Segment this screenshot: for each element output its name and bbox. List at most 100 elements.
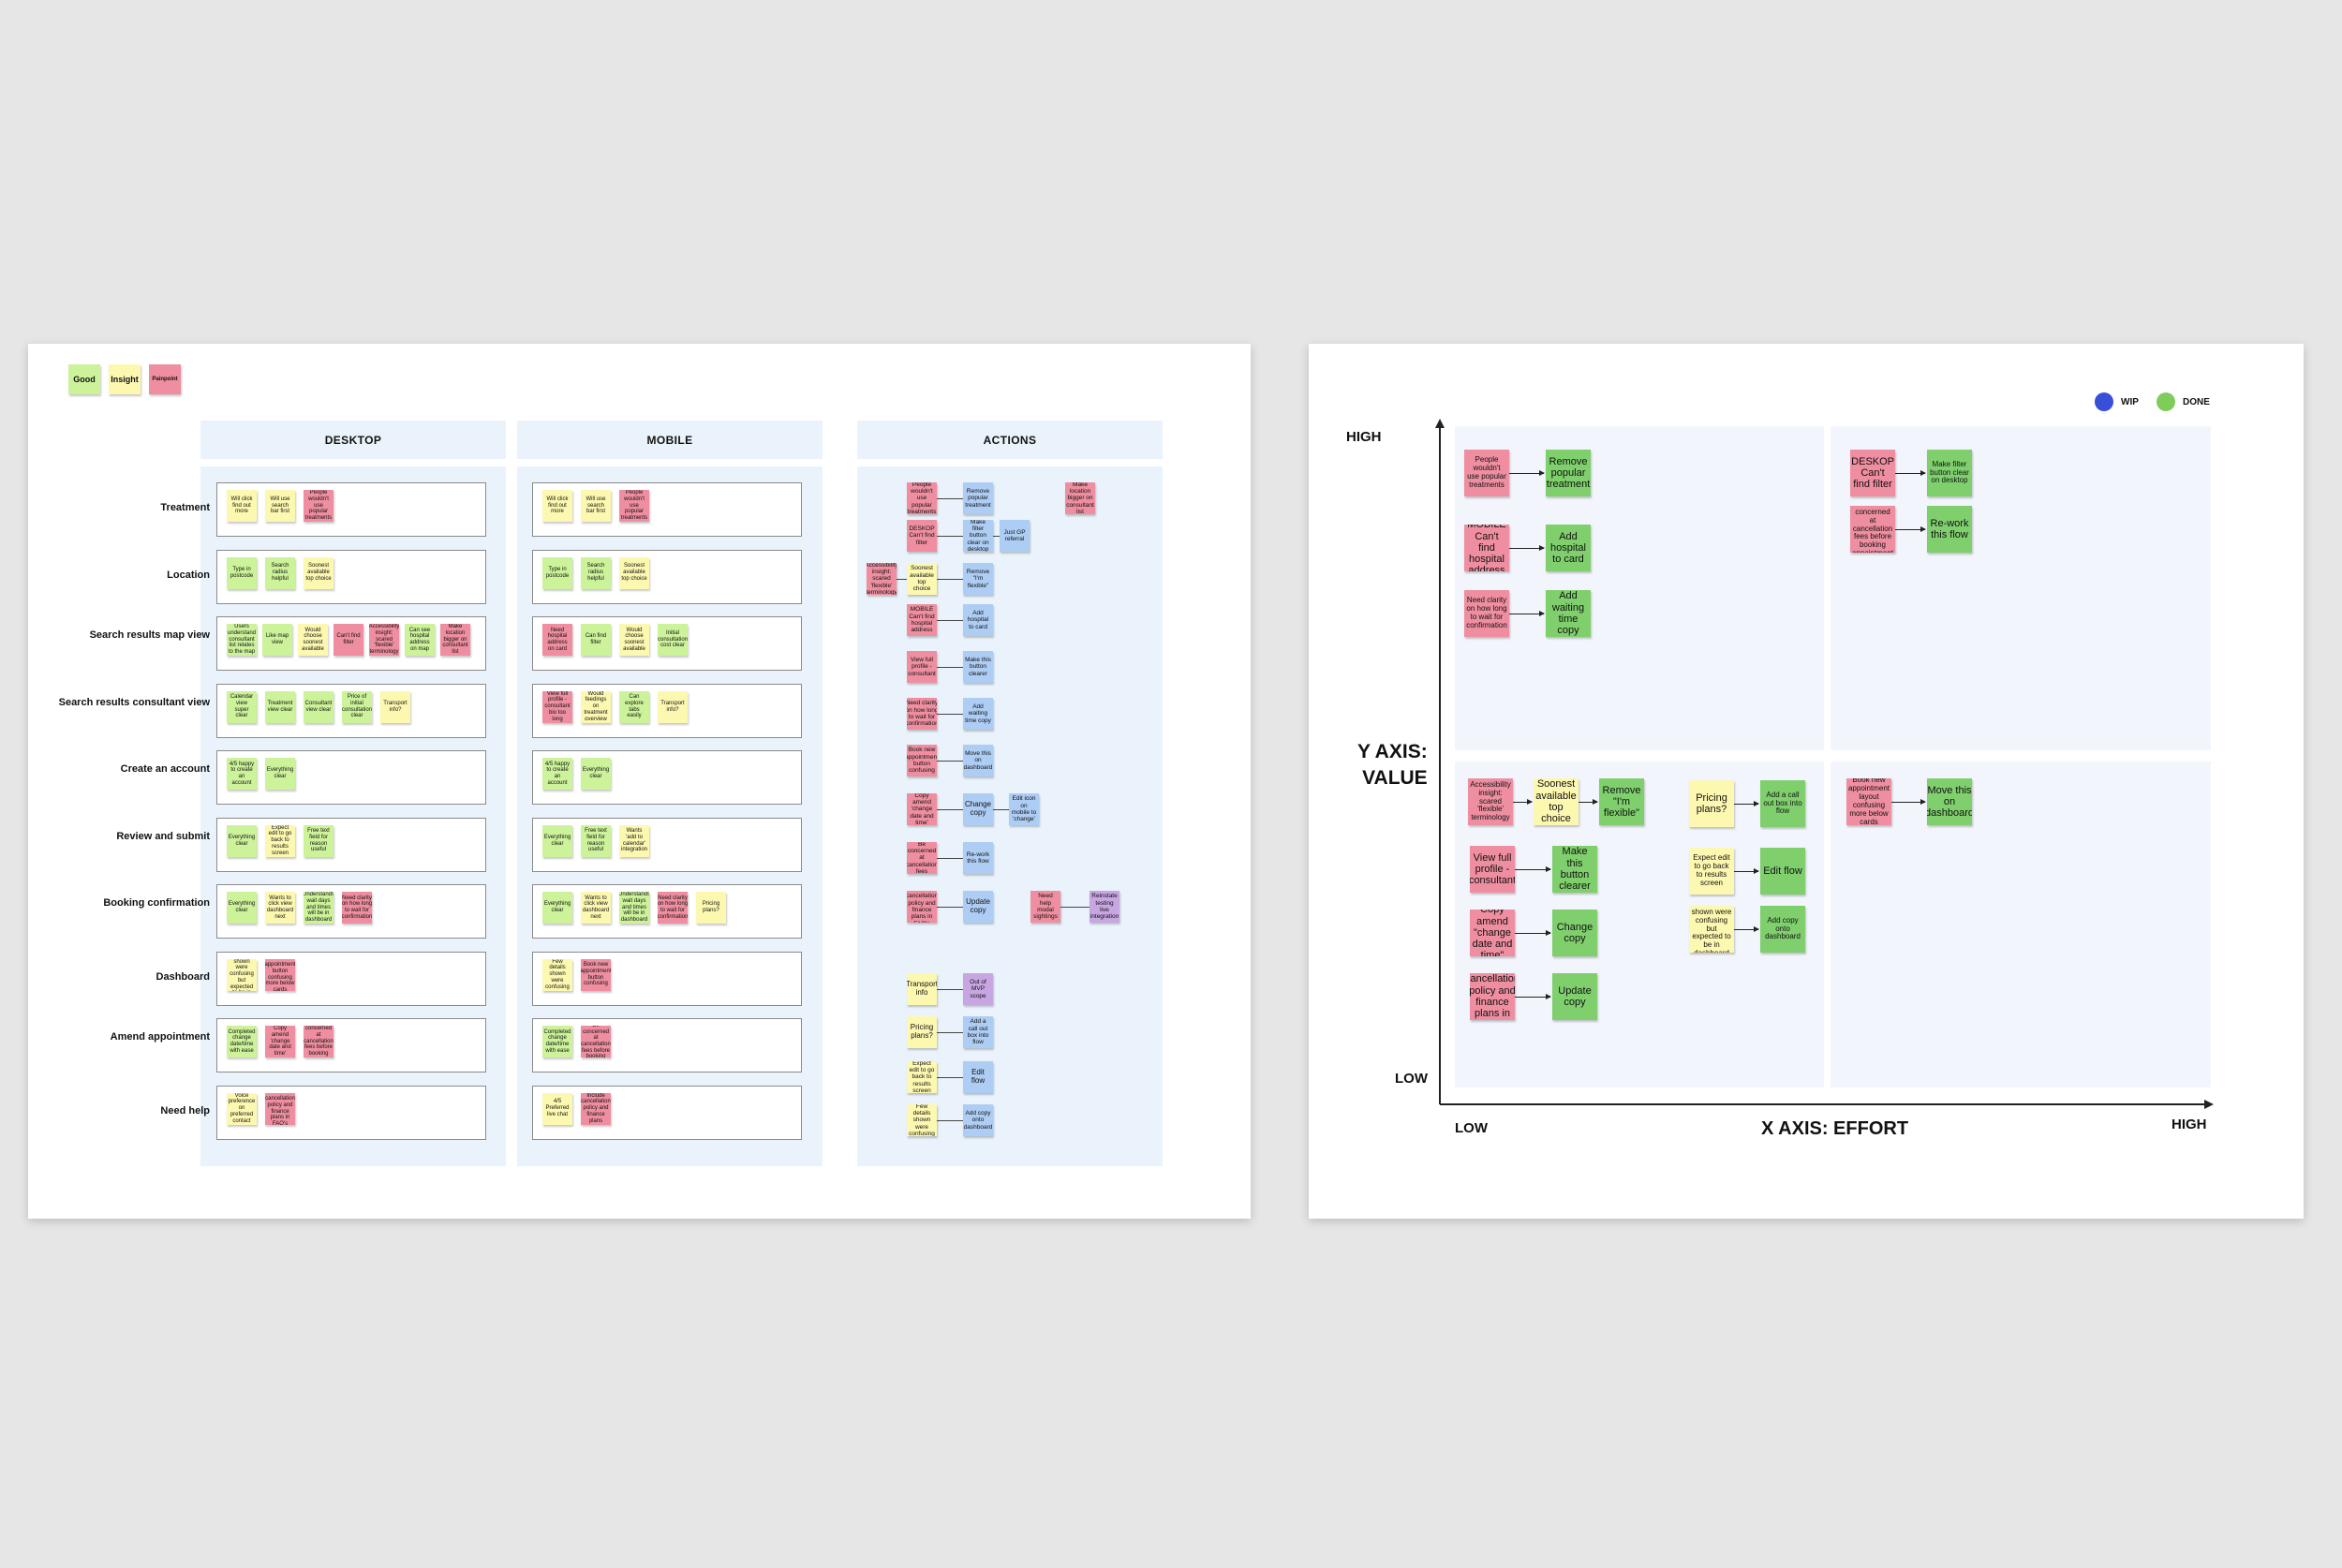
row-notes: Everything clear Expect edit to go back t… [227, 824, 334, 857]
row-mobile-box: View full profile - consultant bio too l… [532, 683, 802, 738]
action-note-blue: Make filter button clear on desktop [963, 520, 993, 552]
matrix-note-dgreen: Make this button clearer [1552, 846, 1597, 893]
row-mobile-box: Everything clear Wants to click view dash… [532, 884, 802, 939]
connector-arrow [937, 907, 963, 908]
legend: Good Insight Painpoint [68, 364, 181, 394]
axes [1435, 419, 2214, 1109]
sticky-note-pink: Need hospital address on card [542, 624, 572, 656]
matrix-arrow [1734, 801, 1759, 806]
connector-arrow [937, 579, 963, 580]
row-mobile-box: 4/5 Preferred live chat Include cancellat… [532, 1085, 802, 1140]
sticky-note-yellow: Would feedings on treatment overview [581, 690, 611, 723]
matrix-note-dgreen: Make filter button clear on desktop [1927, 450, 1972, 496]
sticky-note-pink: Accessibility insight: scared 'flexible'… [369, 624, 399, 656]
action-note-pink: Need help modal sightings [1030, 891, 1060, 923]
sticky-note-green: Free text field for reason useful [581, 824, 611, 857]
x-axis-low: LOW [1455, 1120, 1488, 1136]
action-note-yellow: Transport info [907, 973, 937, 1005]
connector-arrow [993, 809, 1009, 810]
sticky-note-pink: Book new appointment button confusing mo… [265, 958, 295, 991]
matrix-arrow [1509, 470, 1545, 476]
row-notes: Few details shown were confusing but exp… [227, 958, 295, 991]
y-axis-high: HIGH [1346, 429, 1382, 445]
matrix-note-pink: Accessibility insight: scared 'flexible'… [1468, 778, 1513, 825]
row-notes: Completed change date/time with ease Copy… [227, 1026, 334, 1058]
prioritisation-matrix: WIP DONE HIGH LOW Y AXIS: VALUE LOW X AX… [1309, 344, 2304, 1219]
sticky-note-green: 4/5 happy to create an account [227, 758, 257, 790]
row-mobile-box: Everything clear Free text field for reas… [532, 817, 802, 872]
matrix-note-pink: Need clarity on how long to wait for con… [1464, 590, 1509, 637]
row-notes: Everything clear Free text field for reas… [542, 824, 649, 857]
matrix-note-pink: Include cancellation policy and finance … [1470, 973, 1515, 1020]
row-notes: 4/5 happy to create an account Everything… [542, 758, 611, 790]
connector-arrow [937, 536, 963, 537]
sticky-note-green: Consultant view clear [304, 690, 334, 723]
row-desktop-box: 4/5 happy to create an account Everything… [216, 750, 486, 805]
legend-wip: WIP [2095, 392, 2139, 411]
quadrant-top-left [1455, 426, 1824, 750]
matrix-note-dgreen: Add waiting time copy [1546, 590, 1591, 637]
action-note-pink: Need clarity on how long to wait for con… [907, 698, 937, 730]
action-note-pink: Make location bigger on consultant list [1065, 482, 1095, 514]
matrix-note-pink: MOBILE Can't find hospital address [1464, 525, 1509, 571]
action-note-purple: Out of MVP scope [963, 973, 993, 1005]
sticky-note-green: Free text field for reason useful [304, 824, 334, 857]
action-note-pink: People wouldn't use popular treatments [907, 482, 937, 514]
matrix-note-pink: DESKOP Can't find filter [1850, 450, 1895, 496]
sticky-note-green: Calendar view super clear [227, 690, 257, 723]
row-notes: Voice preference on preferred contact Inc… [227, 1092, 295, 1125]
research-board: Good Insight Painpoint DESKTOP MOBILE AC… [28, 344, 1251, 1219]
sticky-note-green: Understands wait days and times will be … [619, 892, 649, 924]
row-mobile-box: Will click find out more Will use search … [532, 482, 802, 537]
matrix-arrow [1891, 799, 1926, 805]
column-header-actions: ACTIONS [857, 421, 1163, 459]
action-note-pink: Book new appointment button confusing [907, 745, 937, 777]
row-label: Treatment [160, 502, 210, 513]
sticky-note-green: Treatment view clear [265, 690, 295, 723]
sticky-note-green: Everything clear [227, 892, 257, 924]
y-axis-title: Y AXIS: VALUE [1357, 741, 1428, 789]
action-note-blue: Re-work this flow [963, 842, 993, 874]
sticky-note-green: Search radius helpful [581, 556, 611, 589]
sticky-note-green: Everything clear [542, 892, 572, 924]
connector-arrow [937, 620, 963, 621]
column-header-mobile: MOBILE [517, 421, 823, 459]
matrix-note-dgreen: Add hospital to card [1546, 525, 1591, 571]
sticky-note-green: Type in postcode [542, 556, 572, 589]
sticky-note-pink: Need clarity on how long to wait for con… [658, 892, 688, 924]
action-note-blue: Just GP referral [1000, 520, 1030, 552]
matrix-note-yellow: Pricing plans? [1689, 780, 1734, 827]
row-notes: 4/5 Preferred live chat Include cancellat… [542, 1092, 611, 1125]
y-axis-low: LOW [1395, 1071, 1428, 1087]
sticky-note-green: Initial consultation cost clear [658, 624, 688, 656]
action-note-yellow: Soonest available top choice [907, 563, 937, 595]
connector-arrow [937, 498, 963, 499]
action-note-blue: Change copy [963, 793, 993, 825]
legend-done: DONE [2157, 392, 2210, 411]
action-note-pink: View full profile - consultant [907, 651, 937, 683]
sticky-note-green: 4/5 happy to create an account [542, 758, 572, 790]
sticky-note-yellow: Wants 'add to calendar' integration [619, 824, 649, 857]
row-notes: Few details shown were confusing Book new… [542, 958, 611, 991]
x-axis-title: X AXIS: EFFORT [1761, 1118, 1909, 1139]
connector-arrow [897, 579, 907, 580]
connector-arrow [937, 1120, 963, 1121]
sticky-note-green: Everything clear [265, 758, 295, 790]
sticky-note-yellow: Wants to click view dashboard next [581, 892, 611, 924]
matrix-note-pink: Book new appointment layout confusing mo… [1846, 778, 1891, 825]
sticky-note-yellow: Will click find out more [227, 490, 257, 522]
matrix-note-dgreen: Re-work this flow [1927, 506, 1972, 553]
matrix-note-dgreen: Edit flow [1760, 848, 1805, 895]
sticky-note-yellow: Will click find out more [542, 490, 572, 522]
action-note-pink: Include cancellation policy and finance … [907, 891, 937, 923]
row-notes: 4/5 happy to create an account Everything… [227, 758, 295, 790]
connector-arrow [937, 667, 963, 668]
connector-arrow [937, 761, 963, 762]
matrix-note-pink: Be concerned at cancellation fees before… [1850, 506, 1895, 553]
sticky-note-green: Type in postcode [227, 556, 257, 589]
sticky-note-pink: Make location bigger on consultant list [440, 624, 470, 656]
sticky-note-pink: Be concerned at cancellation fees before… [581, 1026, 611, 1058]
row-label: Amend appointment [110, 1031, 210, 1043]
wip-dot-icon [2095, 392, 2113, 411]
legend-good: Good [68, 364, 100, 394]
